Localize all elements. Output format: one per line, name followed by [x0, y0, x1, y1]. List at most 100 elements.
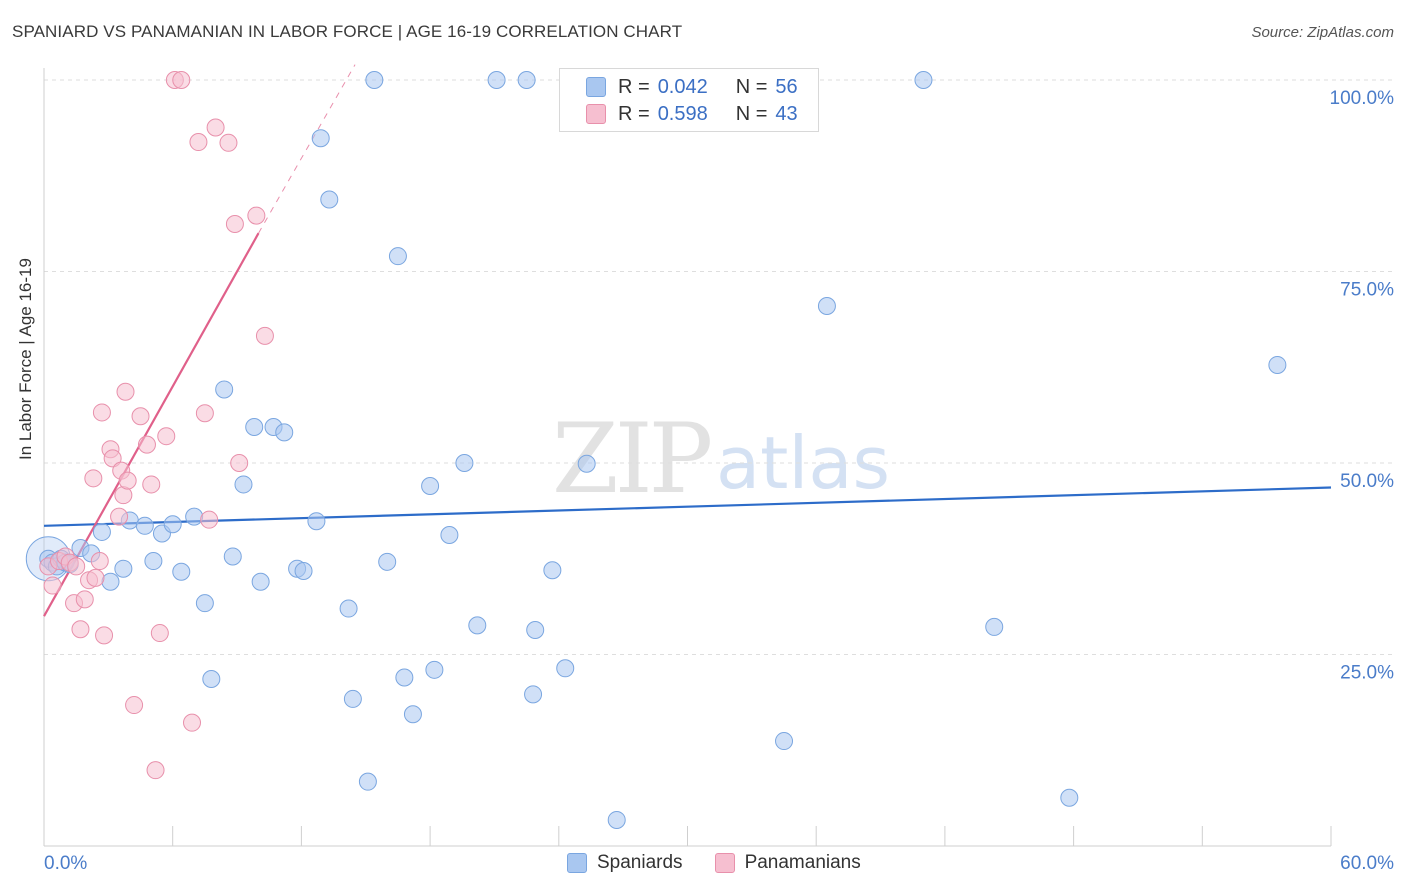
- legend-r-value: 0.042: [657, 75, 708, 98]
- watermark: ZIP atlas: [552, 403, 890, 515]
- point-panamanians: [90, 552, 109, 571]
- point-spaniards: [343, 689, 362, 708]
- point-spaniards: [556, 659, 575, 678]
- point-panamanians: [116, 382, 135, 401]
- point-panamanians: [146, 761, 165, 780]
- point-spaniards: [403, 705, 422, 724]
- point-spaniards: [251, 572, 270, 591]
- point-panamanians: [189, 133, 208, 152]
- point-spaniards: [114, 559, 133, 578]
- point-spaniards: [202, 670, 221, 689]
- point-panamanians: [103, 449, 122, 468]
- point-spaniards: [526, 620, 545, 639]
- point-spaniards: [311, 129, 330, 148]
- trend-lines: [43, 64, 1332, 617]
- y-tick-label: 75.0%: [1340, 280, 1394, 301]
- legend-n-label: N =: [735, 75, 768, 98]
- series-swatch-panamanians: [714, 853, 735, 873]
- point-spaniards: [421, 476, 440, 495]
- point-spaniards: [195, 594, 214, 613]
- point-spaniards: [320, 190, 339, 209]
- data-points: [25, 71, 1287, 829]
- point-spaniards: [524, 685, 543, 704]
- chart-title: SPANIARD VS PANAMANIAN IN LABOR FORCE | …: [12, 22, 683, 41]
- point-panamanians: [150, 624, 169, 643]
- point-spaniards: [440, 526, 459, 545]
- point-panamanians: [137, 435, 156, 454]
- point-panamanians: [219, 133, 238, 152]
- point-spaniards: [101, 572, 120, 591]
- point-spaniards: [294, 562, 313, 581]
- source-label: Source: ZipAtlas.com: [1251, 24, 1394, 41]
- legend-r-label: R =: [618, 75, 650, 98]
- legend-r-value: 0.598: [657, 102, 708, 125]
- point-panamanians: [247, 206, 266, 225]
- series-label-spaniards: Spaniards: [597, 852, 683, 873]
- point-spaniards: [455, 454, 474, 472]
- legend-swatch-spaniards: [586, 77, 606, 97]
- legend-n-value: 43: [775, 102, 798, 125]
- point-spaniards: [92, 522, 111, 541]
- point-spaniards: [378, 552, 397, 571]
- series-legend: Spaniards Panamanians: [567, 852, 893, 874]
- tick-labels: 25.0% 50.0% 75.0% 100.0% 0.0% 60.0%: [44, 88, 1394, 874]
- point-spaniards: [425, 660, 444, 679]
- series-legend-spaniards[interactable]: Spaniards: [567, 852, 683, 874]
- point-panamanians: [75, 590, 94, 609]
- series-legend-panamanians[interactable]: Panamanians: [714, 852, 861, 874]
- point-panamanians: [95, 626, 114, 645]
- point-spaniards: [339, 599, 358, 618]
- point-panamanians: [200, 510, 219, 529]
- point-panamanians: [131, 407, 150, 426]
- point-panamanians: [172, 71, 191, 89]
- legend-row-spaniards: R = 0.042 N = 56: [586, 75, 798, 99]
- point-spaniards: [1268, 355, 1287, 374]
- point-panamanians: [118, 471, 137, 490]
- series-swatch-spaniards: [567, 853, 587, 873]
- x-tick-label: 60.0%: [1340, 853, 1394, 874]
- point-spaniards: [215, 380, 234, 399]
- point-spaniards: [275, 423, 294, 442]
- point-panamanians: [67, 557, 86, 576]
- point-panamanians: [84, 469, 103, 488]
- point-spaniards: [817, 296, 836, 315]
- point-spaniards: [307, 512, 326, 531]
- point-spaniards: [234, 475, 253, 494]
- point-panamanians: [92, 403, 111, 422]
- point-panamanians: [255, 326, 274, 345]
- point-spaniards: [517, 71, 536, 89]
- point-spaniards: [985, 617, 1004, 636]
- gridlines: [44, 79, 1392, 655]
- point-spaniards: [245, 417, 264, 436]
- point-spaniards: [163, 515, 182, 534]
- legend-n-label: N =: [735, 102, 768, 125]
- point-panamanians: [225, 215, 244, 234]
- point-panamanians: [230, 454, 249, 472]
- watermark-zip: ZIP: [552, 403, 711, 515]
- legend-n-value: 56: [775, 75, 798, 98]
- point-panamanians: [195, 404, 214, 423]
- series-label-panamanians: Panamanians: [744, 852, 861, 873]
- axes: [43, 68, 1332, 847]
- y-axis-label: In Labor Force | Age 16-19: [16, 258, 35, 460]
- legend-swatch-panamanians: [586, 104, 606, 124]
- point-panamanians: [157, 427, 176, 446]
- point-panamanians: [86, 568, 105, 587]
- trend-line-spaniards: [43, 486, 1332, 527]
- x-tick-label: 0.0%: [44, 853, 87, 874]
- point-spaniards: [358, 772, 377, 791]
- point-spaniards: [144, 552, 163, 571]
- correlation-legend: R = 0.042 N = 56 R = 0.598 N = 43: [559, 68, 819, 132]
- point-spaniards: [577, 454, 596, 473]
- point-panamanians: [142, 475, 161, 494]
- point-spaniards: [775, 732, 794, 751]
- y-tick-label: 100.0%: [1330, 88, 1395, 109]
- point-spaniards: [468, 616, 487, 635]
- point-panamanians: [110, 507, 129, 526]
- point-panamanians: [43, 576, 62, 595]
- point-panamanians: [71, 620, 90, 639]
- point-spaniards: [543, 561, 562, 580]
- point-spaniards: [135, 516, 154, 535]
- point-panamanians: [206, 118, 225, 137]
